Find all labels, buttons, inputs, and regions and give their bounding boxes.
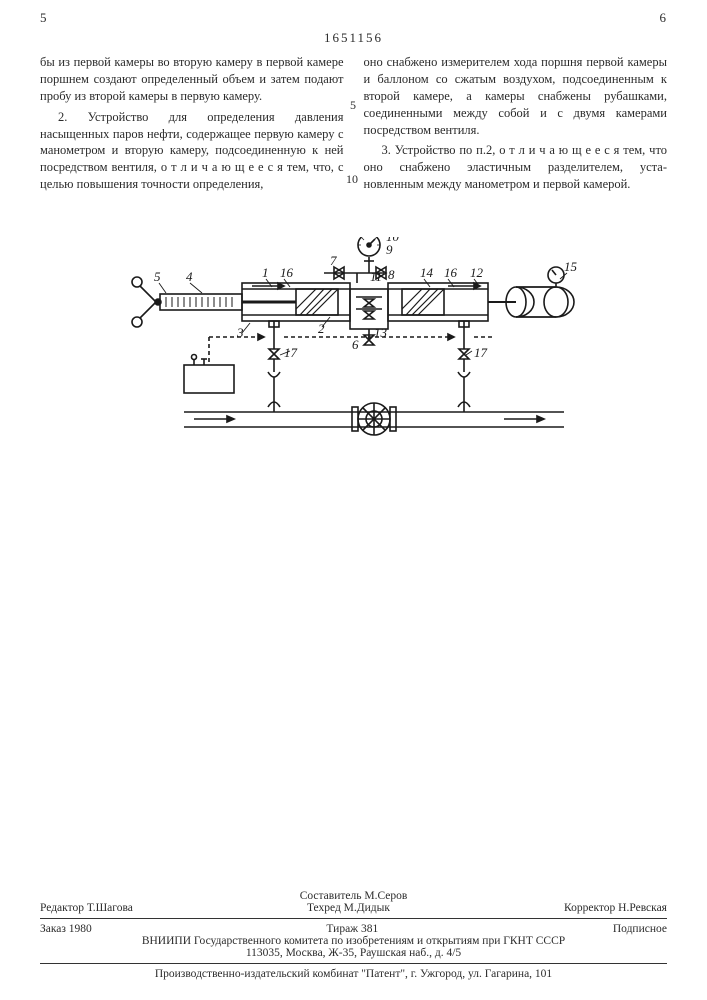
right-p1: оно снабжено измерителем хода поршня пер…	[364, 54, 668, 138]
left-p2: 2. Устройство для определения давления н…	[40, 109, 344, 193]
footer-org1: ВНИИПИ Государственного комитета по изоб…	[40, 935, 667, 947]
left-column: бы из первой камеры во вторую каме­ру в …	[40, 54, 344, 197]
margin-10: 10	[346, 172, 358, 187]
footer-tirazh: Тираж 381	[326, 923, 378, 935]
footer-corrector: Корректор Н.Ревская	[564, 902, 667, 914]
fig-label-6: 6	[352, 337, 359, 352]
right-column: оно снабжено измерителем хода поршня пер…	[364, 54, 668, 197]
fig-label-15: 15	[564, 259, 578, 274]
fig-label-1: 1	[262, 265, 269, 280]
footer-tech: Техред М.Дидык	[307, 902, 390, 914]
fig-label-5: 5	[154, 269, 161, 284]
footer-org3: Производственно-издательский комбинат "П…	[40, 968, 667, 980]
fig-label-7: 7	[330, 253, 337, 268]
page-num-right: 6	[660, 10, 668, 26]
fig-label-12: 12	[470, 265, 484, 280]
fig-label-4: 4	[186, 269, 193, 284]
fig-label-14: 14	[420, 265, 434, 280]
footer-order: Заказ 1980	[40, 923, 92, 935]
apparatus-diagram: 1 2 3 4 5 6 7 8 9 10 11 12 13 14 15 16 1	[124, 237, 584, 477]
footer-compiler: Составитель М.Серов	[40, 890, 667, 902]
fig-label-16a: 16	[280, 265, 294, 280]
footer-subscript: Подписное	[613, 923, 667, 935]
fig-label-2: 2	[318, 321, 325, 336]
fig-label-10: 10	[386, 237, 400, 244]
right-p2: 3. Устройство по п.2, о т л и ­ч а ю щ е…	[364, 142, 668, 193]
fig-label-16b: 16	[444, 265, 458, 280]
footer-editor: Редактор Т.Шагова	[40, 902, 133, 914]
margin-5: 5	[350, 98, 356, 113]
fig-label-8: 8	[388, 267, 395, 282]
page-num-left: 5	[40, 10, 48, 26]
fig-label-9: 9	[386, 242, 393, 257]
fig-label-11: 11	[370, 269, 382, 284]
footer: Составитель М.Серов Редактор Т.Шагова Те…	[40, 890, 667, 980]
footer-org2: 113035, Москва, Ж-35, Раушская наб., д. …	[40, 947, 667, 959]
left-p1: бы из первой камеры во вторую каме­ру в …	[40, 54, 344, 105]
doc-number: 1651156	[40, 30, 667, 46]
fig-label-13: 13	[374, 325, 388, 340]
fig-label-17b: 17	[474, 345, 488, 360]
